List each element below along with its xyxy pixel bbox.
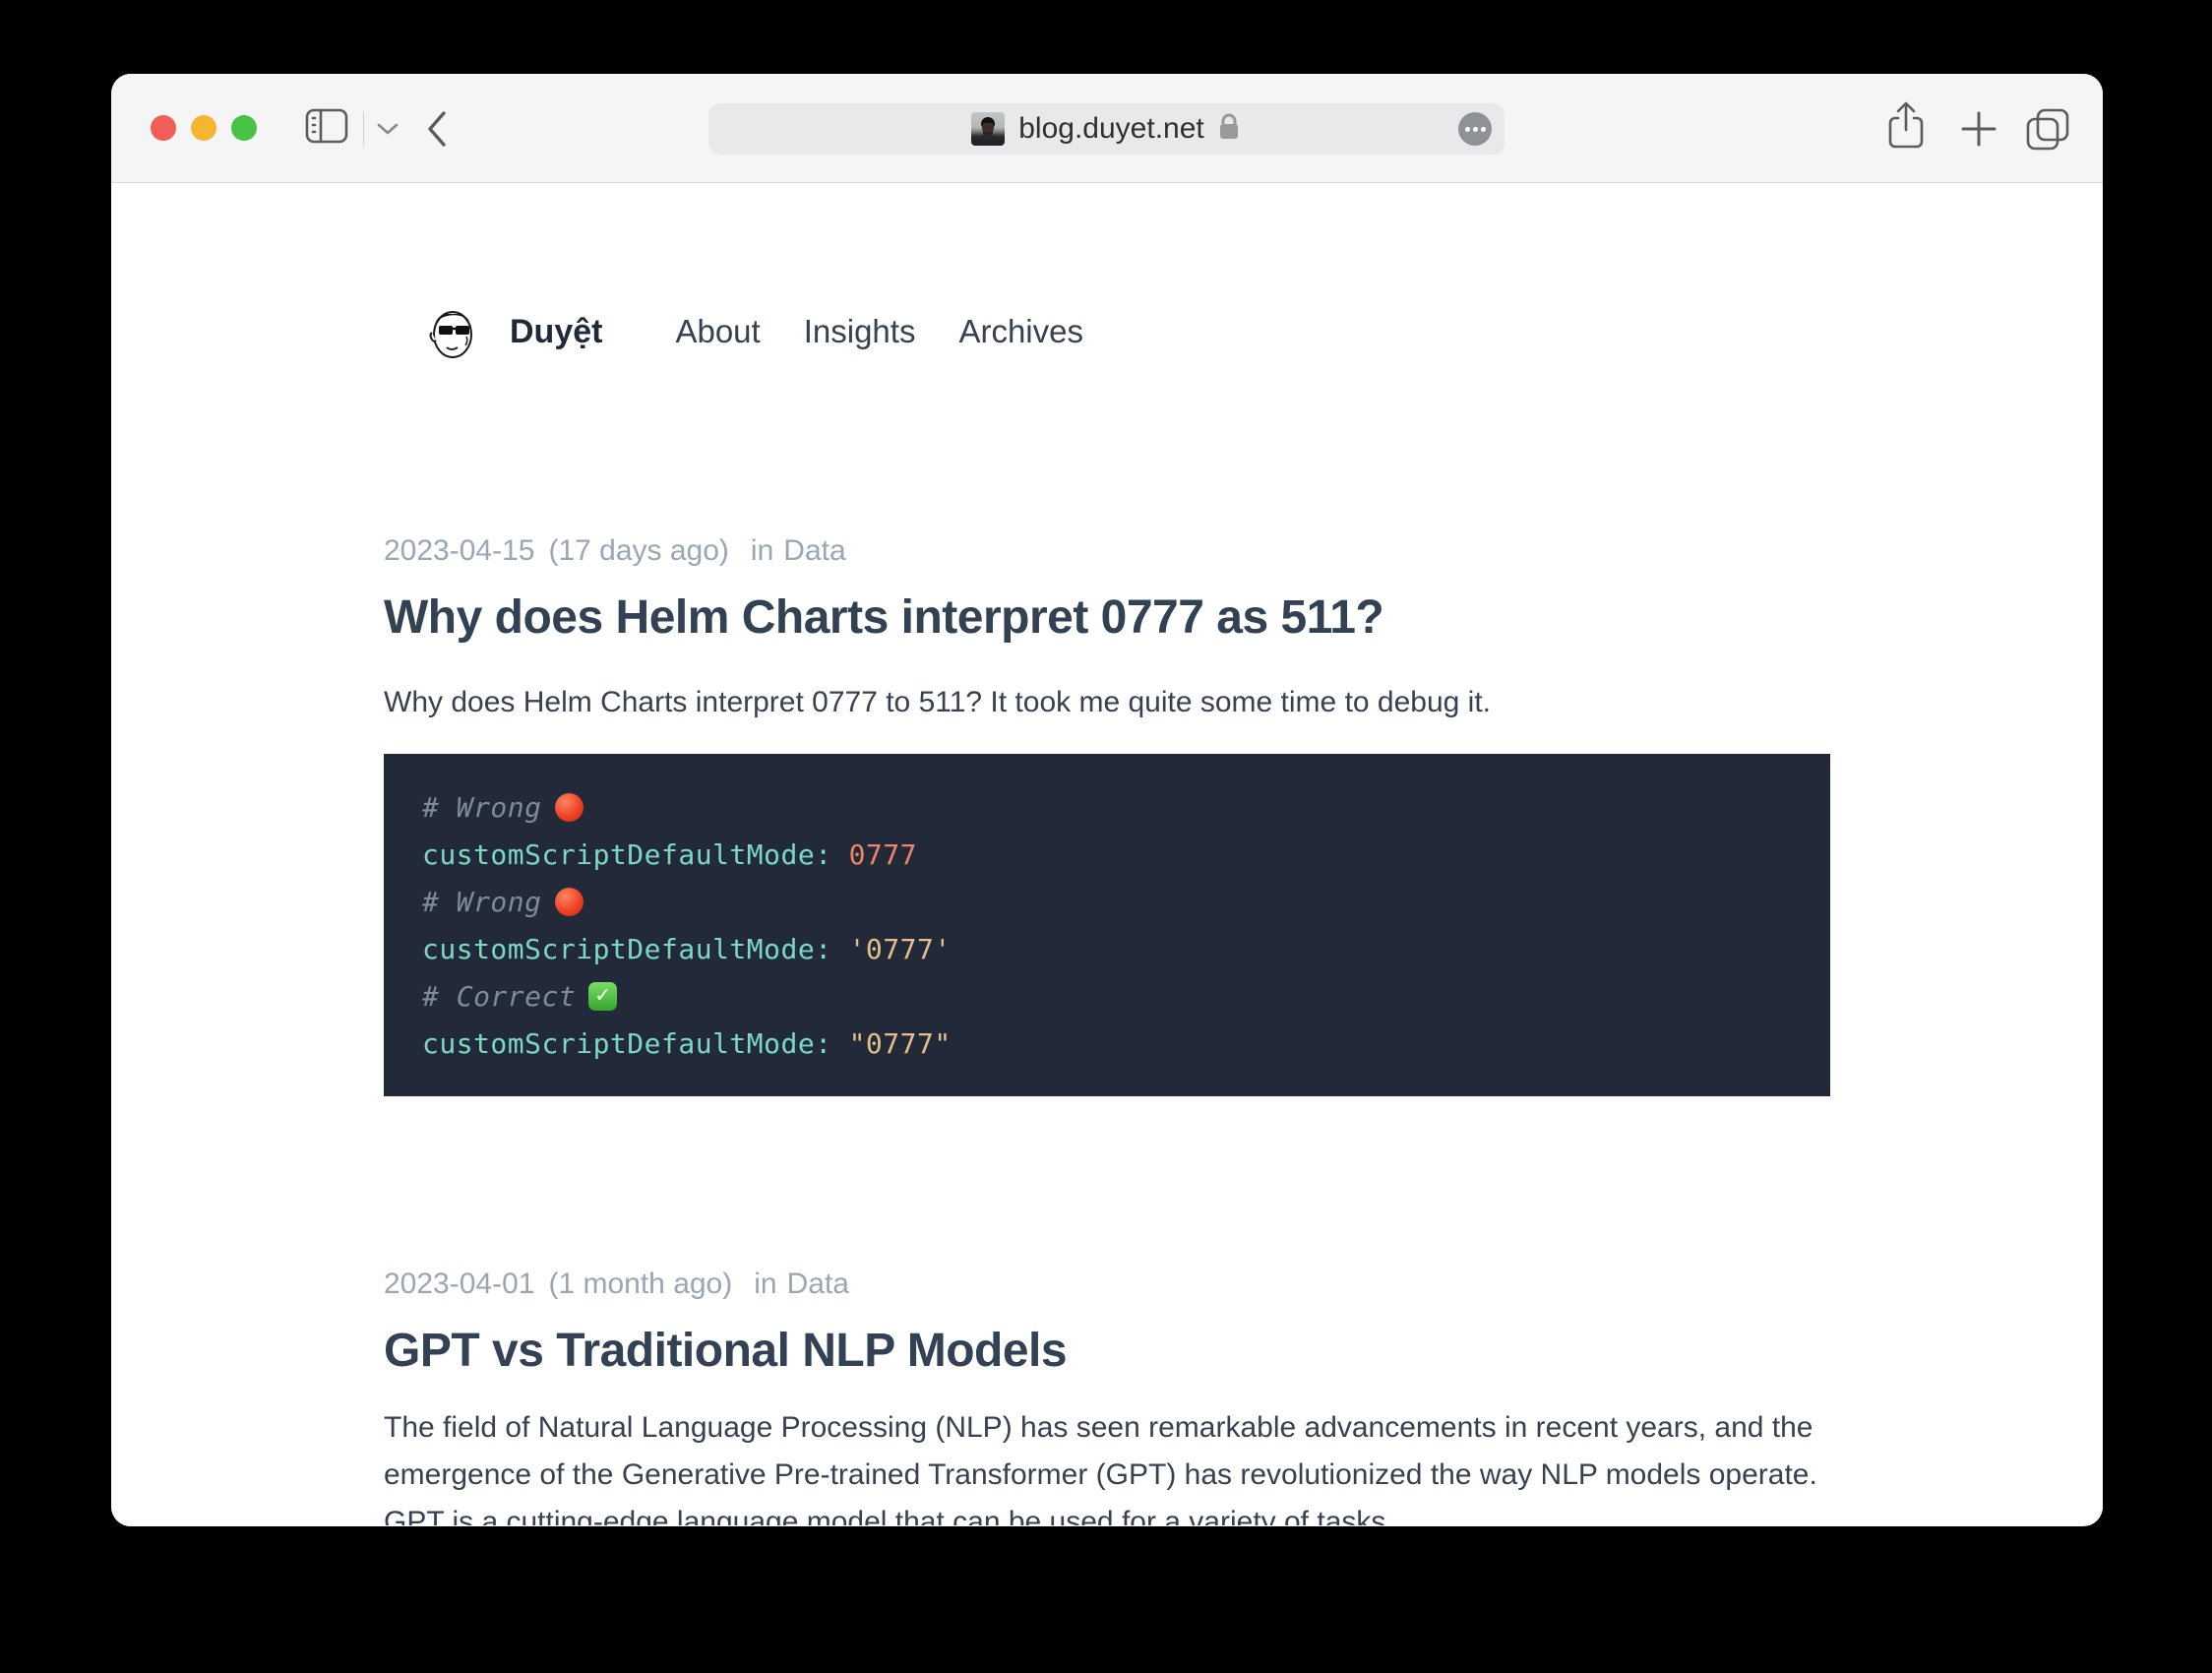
code-block: # Wrong customScriptDefaultMode: 0777 # … [384, 754, 1830, 1096]
share-icon [1884, 101, 1928, 155]
nav-link-insights[interactable]: Insights [803, 313, 916, 349]
close-button[interactable] [151, 115, 176, 141]
post-in-label: in [754, 1268, 777, 1300]
page-settings-button[interactable] [1458, 112, 1492, 146]
url-text: blog.duyet.net [1018, 112, 1204, 145]
browser-window: blog.duyet.net [111, 74, 2103, 1526]
avatar[interactable] [423, 301, 480, 362]
chevron-left-icon [424, 111, 450, 154]
address-bar[interactable]: blog.duyet.net [708, 103, 1505, 155]
code-line: # Correct [422, 972, 1792, 1020]
code-line: customScriptDefaultMode: "0777" [422, 1026, 952, 1060]
sidebar-menu-button[interactable] [375, 121, 400, 140]
nav-link-about[interactable]: About [675, 313, 761, 349]
red-circle-emoji [554, 792, 584, 822]
back-button[interactable] [424, 107, 450, 154]
post-title-link[interactable]: GPT vs Traditional NLP Models [384, 1325, 1068, 1377]
page-content: Duyệt About Insights Archives 2023-04-15… [111, 183, 2103, 1525]
chevron-down-icon [375, 123, 400, 140]
minimize-button[interactable] [191, 115, 216, 141]
code-line: # Wrong [422, 878, 1792, 925]
code-line: customScriptDefaultMode: 0777 [422, 837, 918, 871]
nav-link-archives[interactable]: Archives [958, 313, 1083, 349]
sidebar-toggle-button[interactable] [304, 106, 349, 149]
post-title-link[interactable]: Why does Helm Charts interpret 0777 as 5… [384, 591, 1384, 644]
check-mark-emoji [588, 981, 618, 1011]
post-excerpt: The field of Natural Language Processing… [384, 1411, 1817, 1525]
plus-icon [1960, 111, 1997, 151]
new-tab-button[interactable] [1960, 110, 1997, 151]
post-excerpt: Why does Helm Charts interpret 0777 to 5… [384, 686, 1492, 718]
site-name-link[interactable]: Duyệt [510, 312, 603, 350]
tab-overview-button[interactable] [2024, 106, 2071, 155]
post-meta: 2023-04-15 (17 days ago) in Data [384, 533, 1830, 569]
post-in-label: in [750, 534, 774, 567]
code-line: # Wrong [422, 783, 1792, 831]
post-category-link[interactable]: Data [783, 534, 846, 567]
toolbar-divider [363, 111, 364, 147]
post-meta: 2023-04-01 (1 month ago) in Data [384, 1267, 1830, 1302]
code-line: customScriptDefaultMode: '0777' [422, 932, 952, 965]
browser-toolbar: blog.duyet.net [111, 74, 2103, 183]
site-header: Duyệt About Insights Archives [423, 183, 1830, 362]
zoom-button[interactable] [231, 115, 257, 141]
sidebar-icon [304, 108, 349, 149]
share-button[interactable] [1884, 100, 1928, 155]
post-age: (17 days ago) [548, 534, 729, 567]
site-favicon [971, 112, 1006, 146]
red-circle-emoji [554, 887, 584, 916]
post-date: 2023-04-01 [384, 1268, 535, 1300]
tabs-icon [2024, 108, 2071, 155]
lock-icon [1216, 111, 1242, 148]
post-age: (1 month ago) [548, 1268, 733, 1300]
post-category-link[interactable]: Data [786, 1268, 849, 1300]
post-date: 2023-04-15 [384, 534, 535, 567]
